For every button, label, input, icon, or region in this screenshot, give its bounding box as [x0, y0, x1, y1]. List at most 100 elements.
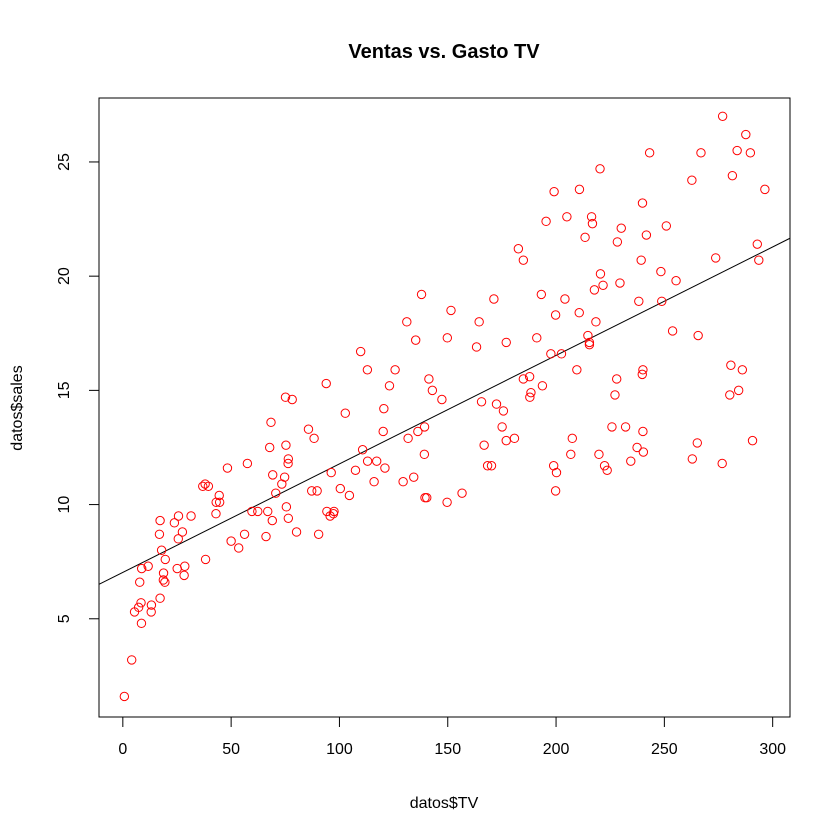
data-point: [526, 387, 536, 398]
data-point: [687, 454, 698, 464]
data-point: [580, 232, 590, 243]
y-tick-label: 25: [56, 153, 73, 171]
data-point: [741, 129, 751, 140]
data-point: [501, 435, 511, 446]
data-point: [717, 458, 727, 469]
data-point: [416, 289, 427, 300]
data-point: [612, 374, 622, 384]
data-point: [263, 506, 273, 517]
data-point: [574, 184, 585, 195]
data-point: [146, 600, 157, 610]
x-tick-label: 300: [759, 741, 786, 758]
data-point: [413, 426, 423, 437]
data-point: [136, 563, 147, 574]
data-point: [384, 381, 395, 391]
data-point: [127, 655, 137, 665]
data-point: [211, 509, 221, 519]
data-point: [745, 148, 756, 158]
data-point: [727, 170, 738, 181]
data-point: [615, 278, 625, 288]
data-point: [457, 488, 467, 498]
data-point: [671, 276, 681, 286]
data-point: [616, 223, 626, 233]
data-point: [303, 424, 314, 434]
data-point: [135, 577, 145, 587]
data-point: [200, 554, 211, 565]
data-point: [242, 458, 253, 469]
data-point: [525, 392, 535, 402]
data-point: [634, 296, 644, 306]
data-point: [725, 390, 735, 400]
x-tick-label: 250: [651, 741, 678, 758]
data-point: [711, 253, 721, 263]
y-tick-label: 5: [56, 614, 73, 623]
data-point: [518, 255, 529, 265]
data-point: [419, 422, 430, 432]
data-point: [737, 365, 748, 375]
regression-line: [98, 237, 791, 585]
data-point: [158, 575, 169, 585]
data-point: [380, 463, 390, 473]
data-point: [442, 333, 453, 343]
data-point: [179, 570, 189, 581]
data-point: [398, 477, 408, 487]
data-point: [309, 433, 319, 444]
data-point: [344, 490, 355, 501]
data-point: [281, 502, 292, 512]
data-point: [146, 607, 156, 617]
data-point: [657, 296, 667, 306]
data-point: [312, 486, 322, 496]
data-point: [599, 461, 610, 471]
data-point: [133, 602, 144, 613]
data-point: [667, 326, 678, 336]
data-point: [186, 511, 196, 521]
data-point: [696, 148, 706, 158]
data-point: [280, 392, 291, 402]
data-point: [283, 458, 293, 469]
data-point: [566, 449, 576, 460]
x-tick-label: 200: [543, 741, 570, 758]
data-point: [173, 511, 184, 521]
data-point: [158, 568, 169, 578]
data-point: [586, 212, 597, 222]
data-point: [583, 330, 593, 341]
data-point: [169, 518, 180, 528]
data-point: [548, 461, 559, 471]
data-point: [693, 330, 703, 341]
data-point: [567, 433, 578, 444]
data-point: [198, 481, 208, 492]
data-point: [313, 529, 324, 539]
data-point: [556, 349, 567, 359]
data-point: [277, 479, 287, 489]
x-tick-label: 50: [222, 741, 240, 758]
y-tick-label: 20: [56, 267, 73, 285]
data-point: [371, 456, 382, 466]
data-point: [626, 456, 636, 466]
data-point: [591, 317, 601, 327]
data-point: [537, 381, 548, 391]
data-point: [536, 289, 547, 300]
x-axis: 0 50 100 150 200 250 300: [118, 716, 786, 758]
data-point: [379, 403, 389, 414]
x-tick-label: 100: [326, 741, 353, 758]
data-point: [612, 237, 623, 247]
data-point: [474, 317, 484, 327]
data-point: [160, 577, 170, 587]
data-point: [726, 360, 736, 370]
data-point: [264, 442, 275, 453]
data-point: [335, 483, 346, 494]
data-point: [482, 461, 493, 471]
data-point: [498, 406, 509, 416]
data-point: [595, 164, 605, 174]
data-point: [732, 145, 742, 156]
data-point: [390, 365, 400, 375]
data-point: [355, 346, 366, 357]
data-point: [155, 593, 165, 603]
data-point: [271, 488, 281, 498]
data-point: [321, 378, 331, 389]
x-tick-label: 150: [434, 741, 461, 758]
data-point: [509, 433, 520, 444]
data-point: [733, 385, 744, 396]
data-point: [378, 426, 388, 437]
